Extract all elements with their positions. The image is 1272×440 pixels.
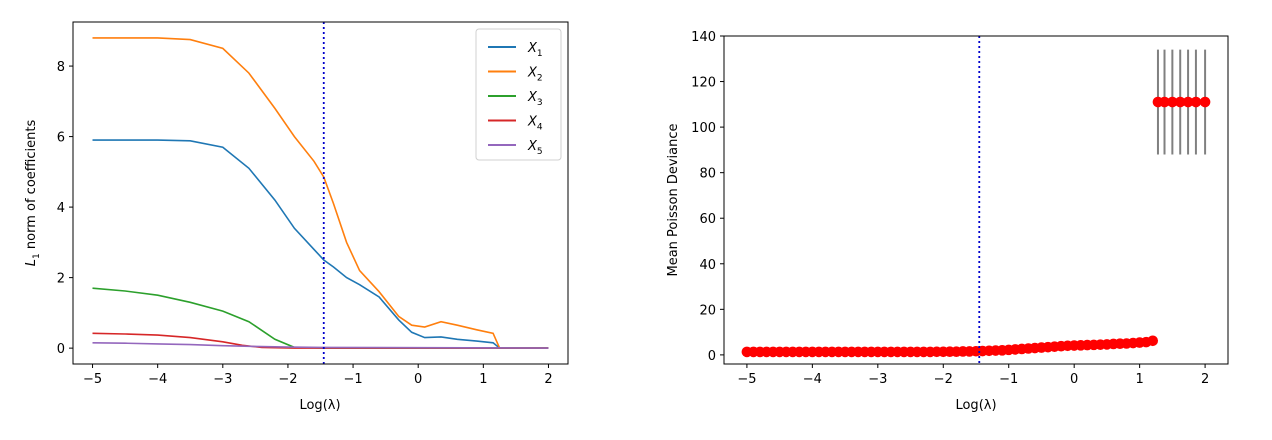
deviance-point — [1147, 335, 1159, 347]
deviance-point — [1159, 96, 1170, 108]
x-tick-label: −3 — [213, 372, 232, 387]
x-tick-label: −2 — [934, 372, 953, 387]
series-line-x2 — [92, 37, 549, 349]
y-tick-label: 2 — [57, 272, 65, 287]
legend-label: X2 — [527, 66, 543, 84]
y-tick-label: 40 — [699, 258, 716, 273]
deviance-point — [1190, 96, 1202, 108]
x-tick-label: 1 — [479, 372, 487, 387]
x-tick-label: 2 — [544, 372, 552, 387]
x-axis-ticks: −5 −4 −3 −2 −1 0 1 2 — [83, 364, 553, 387]
y-tick-label: 8 — [57, 60, 65, 75]
x-axis-label: Log(λ) — [955, 398, 996, 413]
x-tick-label: −5 — [737, 372, 756, 387]
legend-label: X1 — [527, 41, 543, 59]
y-axis-ticks: 0 2 4 6 8 — [57, 60, 73, 357]
legend-entries: X1 X2 X3 X4 X5 — [488, 41, 543, 157]
y-tick-label: 0 — [708, 349, 716, 364]
legend-label: X4 — [527, 115, 543, 133]
plot-frame — [723, 35, 1229, 365]
y-tick-label: 140 — [691, 30, 716, 45]
deviance-point — [1199, 96, 1211, 108]
y-tick-label: 6 — [57, 131, 65, 146]
x-axis-ticks: −5 −4 −3 −2 −1 0 1 2 — [737, 364, 1209, 387]
x-tick-label: −4 — [803, 372, 822, 387]
y-tick-label: 0 — [57, 342, 65, 357]
x-tick-label: −1 — [343, 372, 362, 387]
x-tick-label: −5 — [83, 372, 102, 387]
series-line-x1 — [92, 139, 549, 349]
x-tick-label: 1 — [1135, 372, 1143, 387]
deviance-point — [1167, 96, 1178, 108]
y-axis-ticks: 0 20 40 60 80 100 120 140 — [691, 30, 724, 364]
coefficient-path-chart: −5 −4 −3 −2 −1 0 1 2 0 2 4 6 8 Log(λ) L1 norm of co… — [24, 21, 569, 413]
x-tick-label: −1 — [999, 372, 1018, 387]
y-tick-label: 120 — [691, 76, 716, 91]
x-tick-label: −4 — [148, 372, 167, 387]
y-tick-label: 20 — [699, 303, 716, 318]
x-tick-label: −3 — [868, 372, 887, 387]
series-line-x5 — [92, 342, 549, 349]
y-axis-label: L1 norm of coefficients — [24, 120, 42, 267]
legend: X1 X2 X3 X4 X5 — [475, 28, 562, 161]
y-tick-label: 60 — [699, 212, 716, 227]
legend-label: X3 — [527, 90, 543, 108]
y-tick-label: 100 — [691, 121, 716, 136]
x-tick-label: 0 — [414, 372, 422, 387]
x-axis-label: Log(λ) — [299, 398, 340, 413]
y-tick-label: 80 — [699, 167, 716, 182]
deviance-point — [1182, 96, 1194, 108]
y-axis-label: Mean Poisson Deviance — [666, 123, 681, 276]
x-tick-label: 0 — [1070, 372, 1078, 387]
legend-label: X5 — [527, 139, 543, 157]
deviance-point — [1174, 96, 1186, 108]
x-tick-label: −2 — [278, 372, 297, 387]
series-line-x4 — [92, 332, 549, 349]
x-tick-label: 2 — [1201, 372, 1209, 387]
plot-frame — [72, 21, 569, 365]
y-tick-label: 4 — [57, 201, 65, 216]
deviance-points-group — [741, 96, 1211, 358]
series-line-x3 — [92, 287, 549, 349]
coefficient-series-group — [92, 37, 549, 349]
legend-box — [475, 28, 562, 161]
